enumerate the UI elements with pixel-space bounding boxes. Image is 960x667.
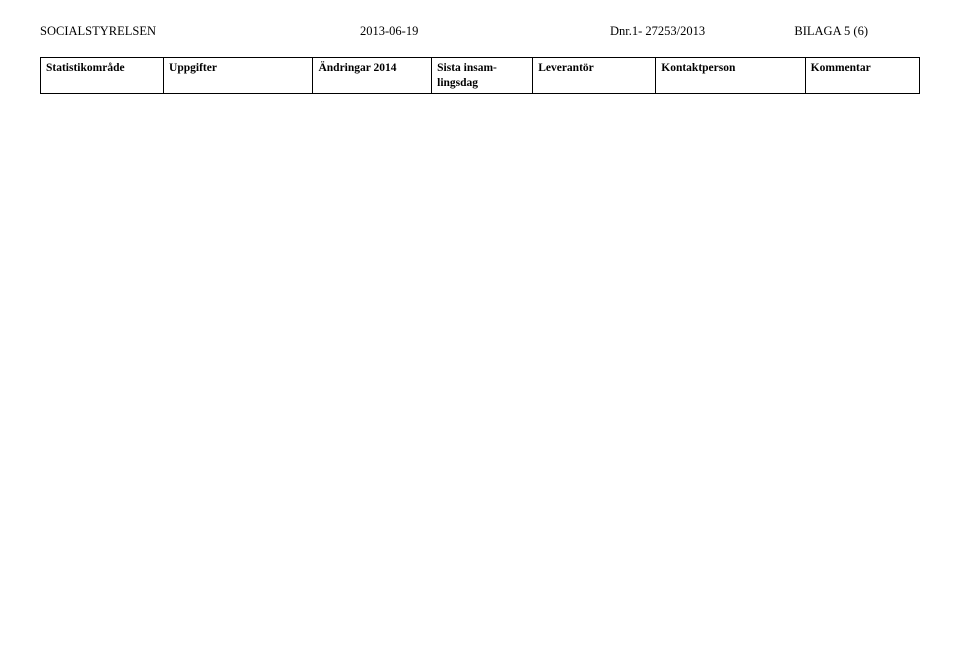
page-header: SOCIALSTYRELSEN 2013-06-19 Dnr.1- 27253/…: [40, 24, 920, 39]
header-page: BILAGA 5 (6): [794, 24, 868, 39]
col-statistikomrade: Statistikområde: [41, 58, 164, 94]
col-kommentar: Kommentar: [805, 58, 919, 94]
header-org: SOCIALSTYRELSEN: [40, 24, 156, 39]
col-kontaktperson: Kontaktperson: [656, 58, 805, 94]
col-sista: Sista insam-lingsdag: [432, 58, 533, 94]
statistics-table: Statistikområde Uppgifter Ändringar 2014…: [40, 57, 920, 94]
header-dnr: Dnr.1- 27253/2013: [610, 24, 705, 39]
col-leverantor: Leverantör: [533, 58, 656, 94]
table-header-row: Statistikområde Uppgifter Ändringar 2014…: [41, 58, 920, 94]
col-andringar: Ändringar 2014: [313, 58, 432, 94]
col-uppgifter: Uppgifter: [164, 58, 313, 94]
header-date: 2013-06-19: [360, 24, 418, 39]
